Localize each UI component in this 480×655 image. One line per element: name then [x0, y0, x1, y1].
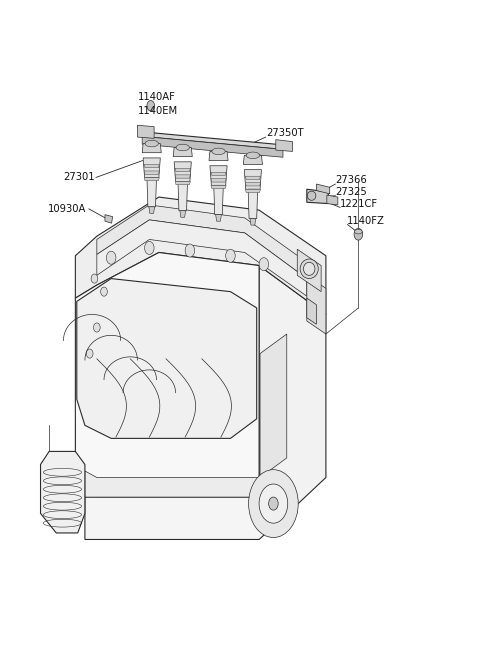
Polygon shape: [174, 162, 192, 181]
Polygon shape: [243, 155, 263, 164]
Text: 27301: 27301: [63, 172, 95, 183]
Polygon shape: [307, 189, 328, 204]
Polygon shape: [210, 166, 227, 185]
Ellipse shape: [355, 229, 362, 234]
Polygon shape: [327, 195, 338, 205]
Polygon shape: [142, 132, 283, 149]
Circle shape: [107, 251, 116, 264]
Polygon shape: [175, 175, 191, 178]
Text: 1221CF: 1221CF: [340, 199, 378, 209]
Polygon shape: [173, 147, 192, 157]
Text: 10930A: 10930A: [48, 204, 86, 214]
Circle shape: [259, 257, 269, 271]
Polygon shape: [75, 197, 326, 314]
Text: 1140FZ: 1140FZ: [348, 215, 385, 226]
Circle shape: [101, 287, 108, 296]
Ellipse shape: [246, 152, 260, 159]
Polygon shape: [143, 158, 160, 178]
Circle shape: [147, 100, 155, 111]
Polygon shape: [97, 220, 307, 296]
Polygon shape: [307, 298, 316, 324]
Polygon shape: [85, 471, 259, 497]
Polygon shape: [297, 250, 321, 291]
Polygon shape: [259, 265, 326, 514]
Circle shape: [226, 250, 235, 262]
Polygon shape: [211, 185, 226, 189]
Circle shape: [249, 470, 298, 538]
Polygon shape: [142, 143, 161, 153]
Polygon shape: [175, 181, 191, 185]
Circle shape: [86, 349, 93, 358]
Text: 27366: 27366: [336, 176, 367, 185]
Polygon shape: [142, 136, 283, 157]
Polygon shape: [214, 185, 223, 215]
Polygon shape: [85, 471, 288, 540]
Polygon shape: [250, 219, 256, 225]
Polygon shape: [245, 189, 261, 193]
Polygon shape: [178, 181, 188, 211]
Polygon shape: [97, 205, 307, 278]
Circle shape: [91, 274, 98, 283]
Polygon shape: [180, 211, 186, 217]
Polygon shape: [144, 178, 159, 181]
Polygon shape: [211, 179, 226, 182]
Polygon shape: [144, 164, 159, 168]
Polygon shape: [244, 170, 262, 189]
Polygon shape: [77, 278, 257, 438]
Polygon shape: [175, 168, 191, 172]
Polygon shape: [260, 334, 287, 477]
Text: 1140AF: 1140AF: [137, 92, 175, 102]
Ellipse shape: [307, 191, 316, 200]
Ellipse shape: [176, 144, 190, 151]
Circle shape: [354, 229, 363, 240]
Polygon shape: [211, 172, 226, 176]
Polygon shape: [144, 171, 159, 174]
Circle shape: [94, 323, 100, 332]
Polygon shape: [316, 184, 330, 194]
Polygon shape: [245, 176, 261, 179]
Polygon shape: [137, 125, 154, 138]
Polygon shape: [40, 451, 85, 533]
Circle shape: [269, 497, 278, 510]
Polygon shape: [75, 252, 259, 497]
Polygon shape: [216, 215, 221, 221]
Circle shape: [259, 484, 288, 523]
Polygon shape: [209, 151, 228, 160]
Ellipse shape: [303, 262, 315, 275]
Polygon shape: [248, 189, 258, 219]
Ellipse shape: [300, 259, 318, 278]
Ellipse shape: [145, 140, 158, 147]
Ellipse shape: [212, 148, 225, 155]
Text: 1140EM: 1140EM: [137, 105, 178, 115]
Circle shape: [185, 244, 195, 257]
Polygon shape: [149, 207, 155, 214]
Polygon shape: [105, 215, 113, 223]
Text: 27325: 27325: [336, 187, 367, 197]
Circle shape: [144, 242, 154, 254]
Polygon shape: [307, 275, 326, 334]
Text: 27350T: 27350T: [266, 128, 304, 138]
Polygon shape: [147, 178, 156, 207]
Polygon shape: [245, 183, 261, 186]
Polygon shape: [276, 140, 292, 151]
